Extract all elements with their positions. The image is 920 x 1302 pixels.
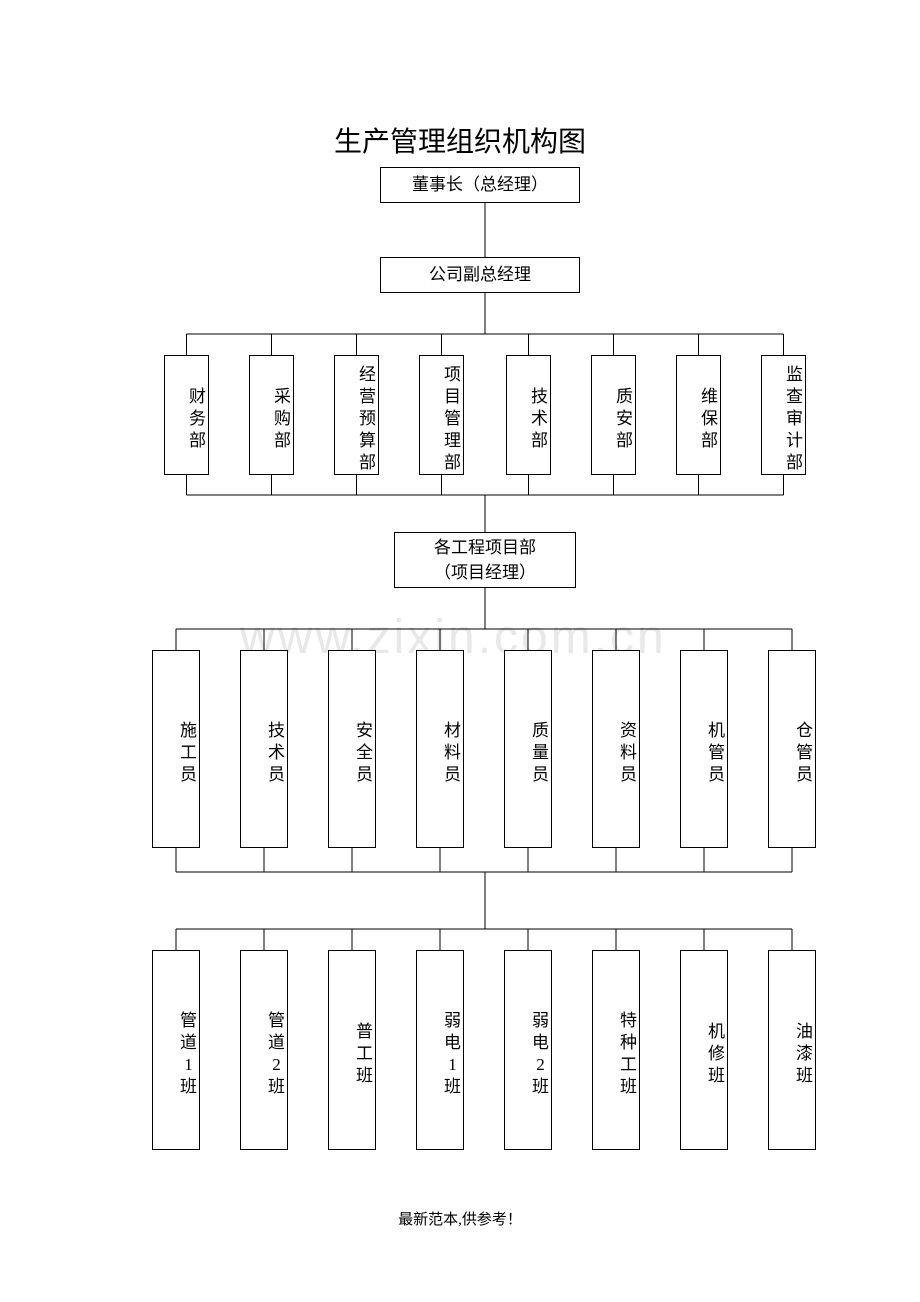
node-dept-7: 监查审计部 — [761, 355, 806, 475]
node-vice-gm: 公司副总经理 — [380, 257, 580, 293]
node-dept-4: 技术部 — [506, 355, 551, 475]
node-staff-3: 材料员 — [416, 650, 464, 848]
node-team-1: 管道2班 — [240, 950, 288, 1150]
node-team-5: 特种工班 — [592, 950, 640, 1150]
node-dept-6: 维保部 — [676, 355, 721, 475]
node-staff-6: 机管员 — [680, 650, 728, 848]
node-team-3: 弱电1班 — [416, 950, 464, 1150]
node-team-4: 弱电2班 — [504, 950, 552, 1150]
node-staff-4: 质量员 — [504, 650, 552, 848]
node-team-0: 管道1班 — [152, 950, 200, 1150]
node-team-6: 机修班 — [680, 950, 728, 1150]
footer-text: 最新范本,供参考！ — [0, 1208, 920, 1229]
node-team-2: 普工班 — [328, 950, 376, 1150]
node-team-7: 油漆班 — [768, 950, 816, 1150]
node-dept-1: 采购部 — [249, 355, 294, 475]
node-dept-5: 质安部 — [591, 355, 636, 475]
node-dept-3: 项目管理部 — [419, 355, 464, 475]
node-dept-2: 经营预算部 — [334, 355, 379, 475]
node-staff-2: 安全员 — [328, 650, 376, 848]
node-staff-7: 仓管员 — [768, 650, 816, 848]
node-dept-0: 财务部 — [164, 355, 209, 475]
node-staff-1: 技术员 — [240, 650, 288, 848]
node-chairman: 董事长（总经理） — [380, 167, 580, 203]
node-staff-5: 资料员 — [592, 650, 640, 848]
node-staff-0: 施工员 — [152, 650, 200, 848]
chart-title: 生产管理组织机构图 — [0, 120, 920, 160]
node-project-dept: 各工程项目部（项目经理） — [394, 532, 576, 588]
